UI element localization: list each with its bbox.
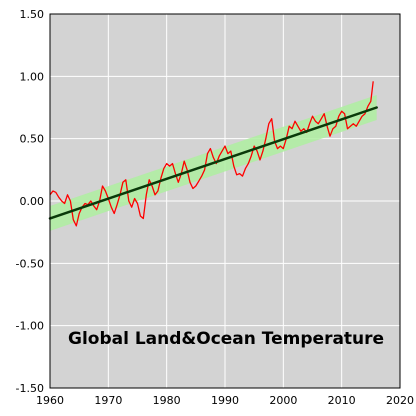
x-tick-label-1990: 1990 (211, 394, 239, 407)
y-tick-label-neg1_5: -1.50 (16, 382, 44, 395)
series-layer (49, 81, 374, 227)
y-tick-label-0_5: 0.50 (20, 133, 45, 146)
x-tick-label-2020: 2020 (386, 394, 414, 407)
trend-layer (48, 106, 378, 220)
plot-frame (49, 13, 401, 389)
x-tick-label-2000: 2000 (269, 394, 297, 407)
trend-line (48, 106, 378, 220)
y-tick-label-1_5: 1.50 (20, 8, 45, 21)
chart-title: Global Land&Ocean Temperature (68, 329, 384, 349)
y-tick-label-neg0_5: -0.50 (16, 257, 44, 270)
temperature-anomaly-line (49, 81, 374, 227)
x-tick-label-1970: 1970 (94, 394, 122, 407)
y-tick-label-neg1: -1.00 (16, 320, 44, 333)
tick-labels: 1960 1970 1980 1990 2000 2010 2020 1.50 1.00 0.50… (16, 8, 414, 407)
y-tick-label-0: 0.00 (20, 195, 45, 208)
y-tick-label-1: 1.00 (20, 70, 45, 83)
x-tick-label-1960: 1960 (36, 394, 64, 407)
x-tick-label-2010: 2010 (328, 394, 356, 407)
x-tick-label-1980: 1980 (153, 394, 181, 407)
